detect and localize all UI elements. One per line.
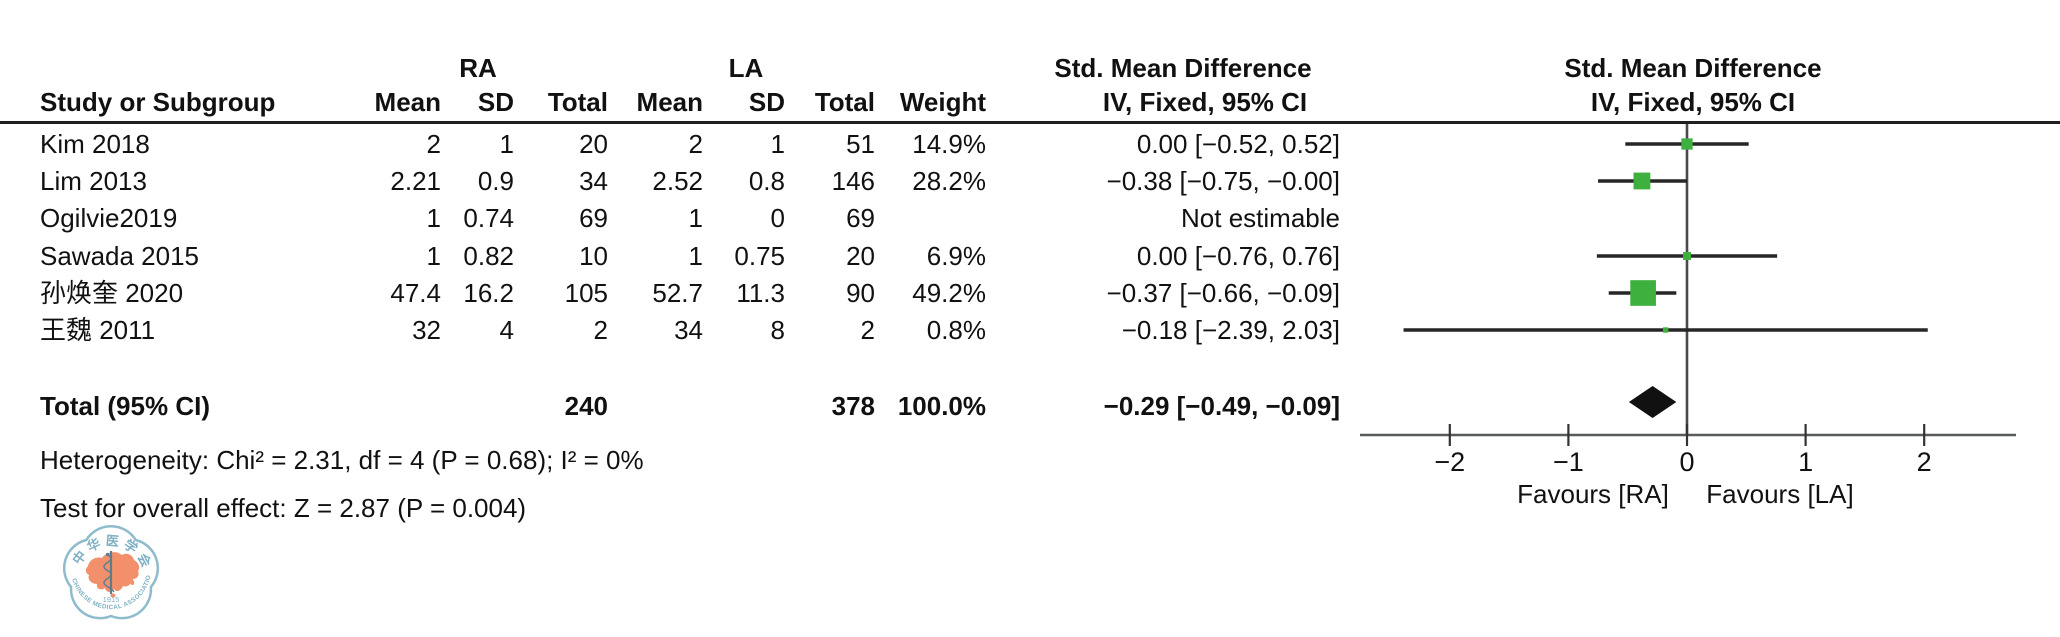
logo-hainan-island xyxy=(110,593,116,598)
header-study: Study or Subgroup xyxy=(40,87,276,117)
heterogeneity-text: Heterogeneity: Chi² = 2.31, df = 4 (P = … xyxy=(40,445,644,475)
total-ci-text: −0.29 [−0.49, −0.09] xyxy=(1103,391,1340,421)
favours-left-label: Favours [RA] xyxy=(1517,479,1669,509)
effect-header-plot-column: Std. Mean Difference xyxy=(1564,53,1822,83)
mean-la: 1 xyxy=(688,241,703,271)
total-row: Total (95% CI) 240 378 100.0% −0.29 [−0.… xyxy=(0,388,2060,424)
header-mean-la: Mean xyxy=(636,87,703,117)
study-label: Lim 2013 xyxy=(40,166,147,196)
mean-la: 2.52 xyxy=(652,166,703,196)
ci-text: 0.00 [−0.76, 0.76] xyxy=(1136,241,1340,271)
total-la: 51 xyxy=(846,129,875,159)
sd-la: 0.8 xyxy=(748,166,785,196)
group-label-ra: RA xyxy=(459,53,497,83)
total-la: 90 xyxy=(846,278,875,308)
header-separator-line xyxy=(0,121,2060,124)
group-header-row: RA LA Std. Mean Difference Std. Mean Dif… xyxy=(0,50,2060,86)
cma-logo: 中华医学会 1915 CHINESE MEDICAL ASSOCIATION xyxy=(46,520,160,620)
logo-snake-head xyxy=(105,552,110,557)
logo-china-map xyxy=(85,552,140,592)
header-mean-ra: Mean xyxy=(374,87,441,117)
study-label: 王魏 2011 xyxy=(40,315,156,345)
total-label: Total (95% CI) xyxy=(40,391,210,421)
weight: 14.9% xyxy=(912,129,986,159)
sd-la: 8 xyxy=(770,315,785,345)
header-method-text-column: IV, Fixed, 95% CI xyxy=(1102,87,1308,117)
table-row: Sawada 2015 1 0.82 10 1 0.75 20 6.9% 0.0… xyxy=(0,238,2060,274)
sd-ra: 0.9 xyxy=(477,166,514,196)
sd-la: 0.75 xyxy=(734,241,785,271)
total-la: 69 xyxy=(846,203,875,233)
total-ra: 2 xyxy=(593,315,608,345)
table-row: 孙焕奎 2020 47.4 16.2 105 52.7 11.3 90 49.2… xyxy=(0,275,2060,311)
ci-text: Not estimable xyxy=(1181,203,1340,233)
total-ra: 105 xyxy=(564,278,608,308)
total-la: 2 xyxy=(860,315,875,345)
ci-text: −0.37 [−0.66, −0.09] xyxy=(1106,278,1340,308)
weight: 49.2% xyxy=(912,278,986,308)
mean-ra: 47.4 xyxy=(390,278,441,308)
weight: 6.9% xyxy=(926,241,986,271)
mean-la: 34 xyxy=(674,315,703,345)
ci-text: 0.00 [−0.52, 0.52] xyxy=(1136,129,1340,159)
total-la-sum: 378 xyxy=(831,391,875,421)
total-ra-sum: 240 xyxy=(564,391,608,421)
sd-ra: 0.74 xyxy=(463,203,514,233)
ci-text: −0.18 [−2.39, 2.03] xyxy=(1121,315,1340,345)
logo-snake xyxy=(103,554,115,593)
header-weight: Weight xyxy=(899,87,986,117)
mean-la: 52.7 xyxy=(652,278,703,308)
header-total-ra: Total xyxy=(547,87,608,117)
header-sd-ra: SD xyxy=(477,87,514,117)
sd-ra: 0.82 xyxy=(463,241,514,271)
overall-effect-row: Test for overall effect: Z = 2.87 (P = 0… xyxy=(0,490,2060,526)
table-row: Ogilvie2019 1 0.74 69 1 0 69 Not estimab… xyxy=(0,200,2060,236)
group-label-la: LA xyxy=(728,53,764,83)
heterogeneity-row: Heterogeneity: Chi² = 2.31, df = 4 (P = … xyxy=(0,442,2060,478)
column-header-row: Study or Subgroup Mean SD Total Mean SD … xyxy=(0,84,2060,120)
total-la: 146 xyxy=(831,166,875,196)
study-label: Sawada 2015 xyxy=(40,241,200,271)
header-total-la: Total xyxy=(814,87,875,117)
logo-taiwan-island xyxy=(130,579,135,586)
mean-ra: 32 xyxy=(412,315,441,345)
header-sd-la: SD xyxy=(748,87,785,117)
total-ra: 10 xyxy=(579,241,608,271)
total-weight: 100.0% xyxy=(897,391,986,421)
table-row: Lim 2013 2.21 0.9 34 2.52 0.8 146 28.2% … xyxy=(0,163,2060,199)
weight: 28.2% xyxy=(912,166,986,196)
sd-la: 0 xyxy=(770,203,785,233)
table-row: Kim 2018 2 1 20 2 1 51 14.9% 0.00 [−0.52… xyxy=(0,126,2060,162)
mean-la: 1 xyxy=(688,203,703,233)
study-label: Ogilvie2019 xyxy=(40,203,178,233)
table-row: 王魏 2011 32 4 2 34 8 2 0.8% −0.18 [−2.39,… xyxy=(0,312,2060,348)
mean-ra: 2 xyxy=(426,129,441,159)
favours-right-label: Favours [LA] xyxy=(1706,479,1854,509)
sd-ra: 1 xyxy=(499,129,514,159)
weight: 0.8% xyxy=(926,315,986,345)
study-label: 孙焕奎 2020 xyxy=(40,278,184,308)
mean-ra: 1 xyxy=(426,241,441,271)
logo-year: 1915 xyxy=(103,595,120,604)
total-ra: 34 xyxy=(579,166,608,196)
total-la: 20 xyxy=(846,241,875,271)
sd-la: 11.3 xyxy=(736,278,785,308)
overall-effect-text: Test for overall effect: Z = 2.87 (P = 0… xyxy=(40,493,527,523)
mean-ra: 2.21 xyxy=(390,166,441,196)
mean-ra: 1 xyxy=(426,203,441,233)
header-method-plot-column: IV, Fixed, 95% CI xyxy=(1590,87,1796,117)
sd-la: 1 xyxy=(770,129,785,159)
effect-header-text-column: Std. Mean Difference xyxy=(1054,53,1312,83)
ci-text: −0.38 [−0.75, −0.00] xyxy=(1106,166,1340,196)
total-ra: 20 xyxy=(579,129,608,159)
study-label: Kim 2018 xyxy=(40,129,150,159)
sd-ra: 16.2 xyxy=(463,278,514,308)
sd-ra: 4 xyxy=(499,315,514,345)
mean-la: 2 xyxy=(688,129,703,159)
total-ra: 69 xyxy=(579,203,608,233)
